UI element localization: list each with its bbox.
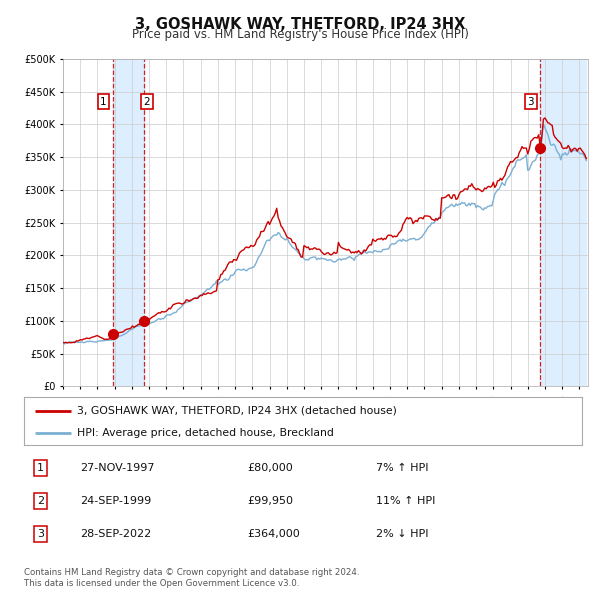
Text: £80,000: £80,000 (247, 463, 293, 473)
Text: 3: 3 (37, 529, 44, 539)
Text: £364,000: £364,000 (247, 529, 300, 539)
Text: 2: 2 (143, 97, 151, 107)
Text: 2% ↓ HPI: 2% ↓ HPI (376, 529, 428, 539)
Text: 3, GOSHAWK WAY, THETFORD, IP24 3HX: 3, GOSHAWK WAY, THETFORD, IP24 3HX (135, 17, 465, 31)
Text: 11% ↑ HPI: 11% ↑ HPI (376, 496, 435, 506)
Text: 27-NOV-1997: 27-NOV-1997 (80, 463, 154, 473)
Text: 24-SEP-1999: 24-SEP-1999 (80, 496, 151, 506)
Text: Price paid vs. HM Land Registry's House Price Index (HPI): Price paid vs. HM Land Registry's House … (131, 28, 469, 41)
Text: 3, GOSHAWK WAY, THETFORD, IP24 3HX (detached house): 3, GOSHAWK WAY, THETFORD, IP24 3HX (deta… (77, 405, 397, 415)
Text: 28-SEP-2022: 28-SEP-2022 (80, 529, 151, 539)
Text: 1: 1 (100, 97, 107, 107)
Text: 7% ↑ HPI: 7% ↑ HPI (376, 463, 428, 473)
Text: 2: 2 (37, 496, 44, 506)
Text: £99,950: £99,950 (247, 496, 293, 506)
Text: 1: 1 (37, 463, 44, 473)
Text: Contains HM Land Registry data © Crown copyright and database right 2024.
This d: Contains HM Land Registry data © Crown c… (24, 568, 359, 588)
Bar (541, 59, 586, 386)
Text: HPI: Average price, detached house, Breckland: HPI: Average price, detached house, Brec… (77, 428, 334, 438)
Text: 3: 3 (527, 97, 534, 107)
Bar (113, 59, 145, 386)
